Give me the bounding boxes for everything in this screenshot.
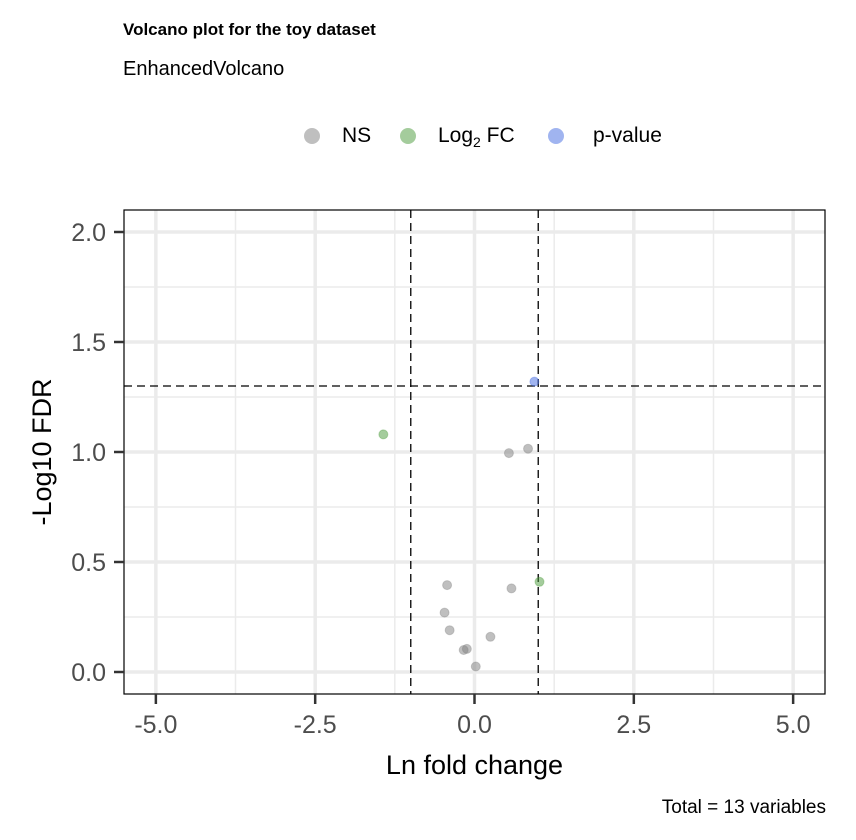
y-tick-label: 1.5 — [71, 329, 106, 357]
data-point-ns — [439, 607, 450, 618]
y-tick-label: 0.5 — [71, 549, 106, 577]
y-axis-title: -Log10 FDR — [27, 378, 57, 525]
data-point-ns — [442, 580, 453, 591]
x-axis-title: Ln fold change — [386, 750, 563, 780]
x-tick-label: 2.5 — [616, 711, 651, 739]
legend-label-log2fc: Log2 FC — [438, 124, 515, 150]
data-point-fc — [378, 429, 389, 440]
data-point-ns — [523, 443, 534, 454]
legend-label-log2fc-sub: 2 — [473, 134, 481, 151]
data-point-p — [529, 376, 540, 387]
x-tick-label: -5.0 — [134, 711, 177, 739]
data-point-ns — [461, 643, 472, 654]
data-point-ns — [485, 631, 496, 642]
x-tick-label: 5.0 — [776, 711, 811, 739]
x-tick-label: 0.0 — [457, 711, 492, 739]
chart-caption: Total = 13 variables — [661, 797, 826, 818]
legend-label-ns: NS — [342, 124, 372, 147]
chart-title: Volcano plot for the toy dataset — [123, 20, 376, 39]
x-tick-label: -2.5 — [294, 711, 337, 739]
data-point-ns — [470, 661, 481, 672]
data-point-ns — [444, 625, 455, 636]
legend-label-pvalue: p-value — [593, 124, 662, 147]
y-tick-label: 0.0 — [71, 659, 106, 687]
legend-label-log2fc-main: Log — [438, 124, 474, 147]
data-point-fc — [534, 576, 545, 587]
data-point-ns — [506, 583, 517, 594]
chart-subtitle: EnhancedVolcano — [123, 58, 285, 80]
legend-key-pvalue — [548, 128, 564, 144]
legend-key-ns — [304, 128, 320, 144]
y-tick-label: 1.0 — [71, 439, 106, 467]
y-tick-label: 2.0 — [71, 219, 106, 247]
data-point-ns — [503, 448, 514, 459]
legend-label-log2fc-tail: FC — [480, 124, 515, 147]
legend-key-log2fc — [400, 128, 416, 144]
